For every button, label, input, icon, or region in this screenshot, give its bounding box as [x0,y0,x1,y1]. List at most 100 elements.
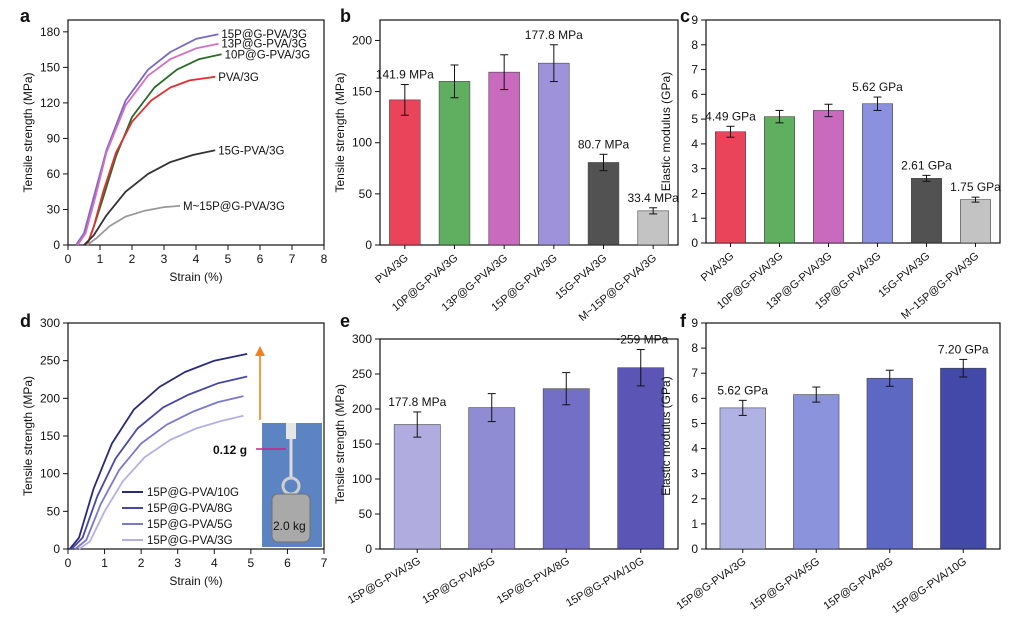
panel-c-data-label: 4.49 GPa [705,109,756,123]
panel-a-ytick-label: 180 [40,25,60,39]
panel-b: b 0 50 100 150 200 Tensile strength (MPa) PVA/3… [333,6,679,324]
panel-d-ylabel: Tensile strength (MPa) [21,376,35,496]
panel-f-category-label: 15P@G-PVA/3G [675,556,749,613]
panel-b-bar [488,71,520,246]
panel-c: c 0 1 2 3 4 5 6 7 8 9 Elastic modulus (GPa) PVA/3G 4.… [659,6,1001,322]
panel-a-series-label: 15P@G-PVA/3G [221,29,307,41]
panel-a-ytick-label: 30 [47,202,61,216]
panel-c-ytick-label: 6 [691,87,698,101]
panel-e-bar [542,388,590,550]
panel-a-xtick-label: 4 [193,252,200,266]
panel-f-ytick-label: 1 [691,517,698,531]
panel-f-ytick-label: 7 [691,366,698,380]
panel-d-legend-label: 15P@G-PVA/3G [147,535,233,547]
panel-f-bar [866,377,913,550]
panel-a-series-line [86,205,181,246]
panel-f-ytick-label: 3 [691,467,698,481]
panel-e-ytick-label: 300 [352,332,372,346]
panel-b-ytick-label: 150 [352,85,372,99]
panel-a-ylabel: Tensile strength (MPa) [21,72,35,192]
panel-a-ytick-label: 60 [47,167,61,181]
panel-c-bar [715,131,746,244]
panel-f-ytick-label: 6 [691,391,698,405]
panel-e-category-label: 15P@G-PVA/10G [564,555,646,609]
panel-a-xtick-label: 1 [97,252,104,266]
panel-f-category-label: 15P@G-PVA/8G [822,556,896,613]
panel-a-series-line [83,149,216,246]
panel-b-axes-frame [379,19,679,246]
panel-d-series-line [78,414,244,550]
panel-d-ytick-label: 50 [47,504,61,518]
panel-a-xtick-label: 7 [289,252,296,266]
panel-e-ytick-label: 0 [365,542,372,556]
panel-f-ytick-label: 9 [691,316,698,330]
panel-e-ytick-label: 100 [352,472,372,486]
panel-b-ylabel: Tensile strength (MPa) [333,72,347,192]
panel-f-bar [719,407,766,550]
panel-a: a 0 30 60 90 120 150 180 Tensile strength (MPa) 0… [20,6,328,284]
panel-a-xtick-label: 8 [321,252,328,266]
panel-d-trend-arrowhead [255,346,265,356]
panel-d-series-line [69,353,248,550]
panel-b-ytick-label: 200 [352,33,372,47]
panel-a-xtick-label: 5 [225,252,232,266]
panel-d-inset-weight [271,493,311,543]
panel-a-series-label: 15G-PVA/3G [218,145,284,157]
panel-a-xtick-label: 2 [129,252,136,266]
panel-b-bar [587,162,620,246]
panel-c-ytick-label: 7 [691,63,698,77]
panel-a-series-label: M~15P@G-PVA/3G [183,201,285,213]
panel-b-bar [438,81,471,246]
panel-d-legend-label: 15P@G-PVA/8G [147,503,233,515]
panel-b-ytick-label: 100 [352,136,372,150]
panel-d-series-line [74,395,244,550]
panel-d-xtick-label: 7 [321,556,328,570]
panel-f-bar [793,394,840,550]
panel-c-category-label: PVA/3G [699,250,737,284]
panel-f: f 0 1 2 3 4 5 6 7 8 9 Elastic modulus (GPa) 15P@G-PV… [659,311,1001,616]
panel-f-category-label: 15P@G-PVA/5G [748,556,822,613]
panel-c-bar [960,199,991,244]
panel-b-data-label: 80.7 MPa [578,137,630,151]
panel-e-label: e [340,311,350,331]
panel-d-xtick-label: 0 [65,556,72,570]
panel-d-ytick-label: 250 [40,354,60,368]
panel-c-ytick-label: 4 [691,137,698,151]
panel-d-ytick-label: 150 [40,429,60,443]
panel-f-ytick-label: 0 [691,542,698,556]
panel-a-ytick-label: 0 [53,238,60,252]
panel-d-ytick-label: 0 [53,542,60,556]
panel-b-data-label: 33.4 MPa [627,191,679,205]
panel-c-data-label: 1.75 GPa [950,180,1001,194]
panel-b-bar [637,210,669,246]
panel-a-series-line [76,42,219,246]
panel-d-inset-weight-mass: 2.0 kg [273,519,306,533]
panel-c-ylabel: Elastic modulus (GPa) [659,72,673,191]
panel-a-ytick-label: 150 [40,60,60,74]
panel-e-data-label: ~259 MPa [613,333,668,347]
panel-a-series-label: 13P@G-PVA/3G [221,39,307,51]
panel-e-bar [393,424,441,550]
panel-d-ytick-label: 100 [40,467,60,481]
panel-e-ytick-label: 250 [352,367,372,381]
panel-c-bar [862,103,893,244]
panel-e-bar [617,367,665,550]
panel-f-ytick-label: 5 [691,416,698,430]
panel-a-xtick-label: 3 [161,252,168,266]
panel-e-category-label: 15P@G-PVA/5G [420,555,497,606]
panel-a-xlabel: Strain (%) [169,270,222,284]
panel-a-series-line [86,75,216,246]
panel-e-bar [468,407,516,550]
panel-d-ytick-label: 200 [40,391,60,405]
panel-f-ytick-label: 2 [691,492,698,506]
panel-b-label: b [340,6,351,26]
panel-f-ytick-label: 4 [691,442,698,456]
panel-f-ylabel: Elastic modulus (GPa) [659,376,673,495]
panel-f-data-label: 7.20 GPa [938,342,989,356]
panel-c-ytick-label: 1 [691,211,698,225]
panel-d-xtick-label: 5 [248,556,255,570]
panel-c-ytick-label: 0 [691,236,698,250]
panel-e: e 0 50 100 150 200 250 300 Tensile strength (MPa… [333,311,679,610]
panel-d-legend-label: 15P@G-PVA/5G [147,519,233,531]
panel-e-category-label: 15P@G-PVA/3G [346,555,423,606]
